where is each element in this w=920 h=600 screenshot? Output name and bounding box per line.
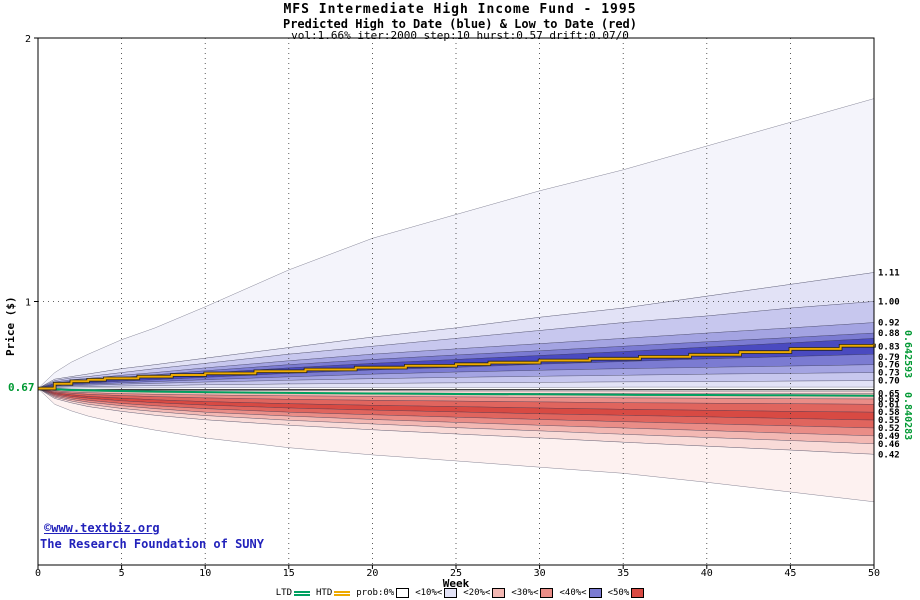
- legend-item-40: <40%<: [559, 588, 602, 598]
- y-axis-label: Price ($): [4, 296, 17, 356]
- legend-swatch: [588, 588, 602, 598]
- x-tick-label: 10: [199, 568, 211, 579]
- legend-item-prob0: prob:0%: [356, 588, 410, 598]
- legend-label: HTD: [316, 588, 333, 598]
- legend-swatch: [396, 588, 410, 598]
- legend-label: <40%<: [559, 588, 587, 598]
- right-quantile-label: 0.58: [878, 408, 900, 418]
- x-axis-label: Week: [442, 577, 470, 590]
- legend: LTD HTD prob:0% <10%< <20%< <30%< <40%< <50%: [0, 588, 920, 598]
- htd-line: [38, 343, 875, 390]
- legend-item-50: <50%: [608, 588, 645, 598]
- right-quantile-label: 0.52: [878, 424, 900, 434]
- right-quantile-label: 1.00: [878, 298, 900, 308]
- research-foundation-credit: The Research Foundation of SUNY: [40, 537, 264, 551]
- legend-label: prob:0%: [356, 588, 395, 598]
- right-quantile-label: 0.42: [878, 450, 900, 460]
- legend-label: <20%<: [463, 588, 491, 598]
- start-price-label: 0.67: [8, 381, 35, 394]
- x-tick-label: 45: [784, 568, 796, 579]
- legend-item-ltd: LTD: [276, 588, 310, 598]
- right-quantile-label: 0.61: [878, 400, 900, 410]
- legend-swatch: [631, 588, 645, 598]
- x-tick-label: 50: [868, 568, 880, 579]
- legend-label: <10%<: [415, 588, 443, 598]
- x-tick-label: 30: [534, 568, 546, 579]
- right-quantile-label: 0.92: [878, 319, 900, 329]
- x-tick-label: 0: [35, 568, 41, 579]
- x-tick-label: 15: [283, 568, 295, 579]
- right-quantile-label: 0.76: [878, 361, 900, 371]
- legend-item-htd: HTD: [316, 588, 351, 598]
- chart-params: vol:1.66% iter:2000 step:10 hurst:0.57 d…: [291, 29, 629, 42]
- legend-label: <50%: [607, 588, 630, 598]
- ltd-line: [37, 387, 875, 397]
- legend-item-20: <20%<: [463, 588, 506, 598]
- chart-title: MFS Intermediate High Income Fund - 1995: [283, 2, 637, 17]
- legend-swatch: [444, 588, 458, 598]
- right-quantile-label: 0.55: [878, 416, 900, 426]
- legend-swatch: [334, 590, 351, 596]
- final-value-label: 0.840283: [902, 392, 913, 440]
- right-quantile-label: 0.46: [878, 440, 900, 450]
- x-tick-label: 20: [366, 568, 378, 579]
- right-quantile-label: 0.70: [878, 377, 900, 387]
- x-tick-label: 25: [450, 568, 462, 579]
- right-quantile-label: 0.65: [878, 390, 900, 400]
- legend-swatch: [294, 590, 310, 596]
- right-quantile-label: 0.63: [878, 395, 900, 405]
- right-quantile-label: 0.79: [878, 353, 900, 363]
- right-quantile-label: 0.88: [878, 329, 900, 339]
- x-tick-label: 40: [701, 568, 713, 579]
- chart-subtitle: Predicted High to Date (blue) & Low to D…: [282, 17, 637, 31]
- copyright-link[interactable]: ©www.textbiz.org: [44, 521, 160, 535]
- x-tick-label: 5: [119, 568, 125, 579]
- right-quantile-label: 1.11: [878, 269, 900, 279]
- y-tick-label: 1: [25, 298, 31, 309]
- right-quantile-label: 0.49: [878, 432, 900, 442]
- right-quantile-label: 0.83: [878, 342, 900, 352]
- legend-item-10: <10%<: [415, 588, 458, 598]
- final-value-label: 0.642593: [902, 330, 913, 378]
- y-tick-label: 2: [25, 34, 31, 45]
- legend-item-30: <30%<: [511, 588, 554, 598]
- x-tick-label: 35: [617, 568, 629, 579]
- legend-label: <30%<: [511, 588, 539, 598]
- right-quantile-label: 0.73: [878, 369, 900, 379]
- legend-swatch: [540, 588, 554, 598]
- legend-label: LTD: [275, 588, 292, 598]
- legend-swatch: [492, 588, 506, 598]
